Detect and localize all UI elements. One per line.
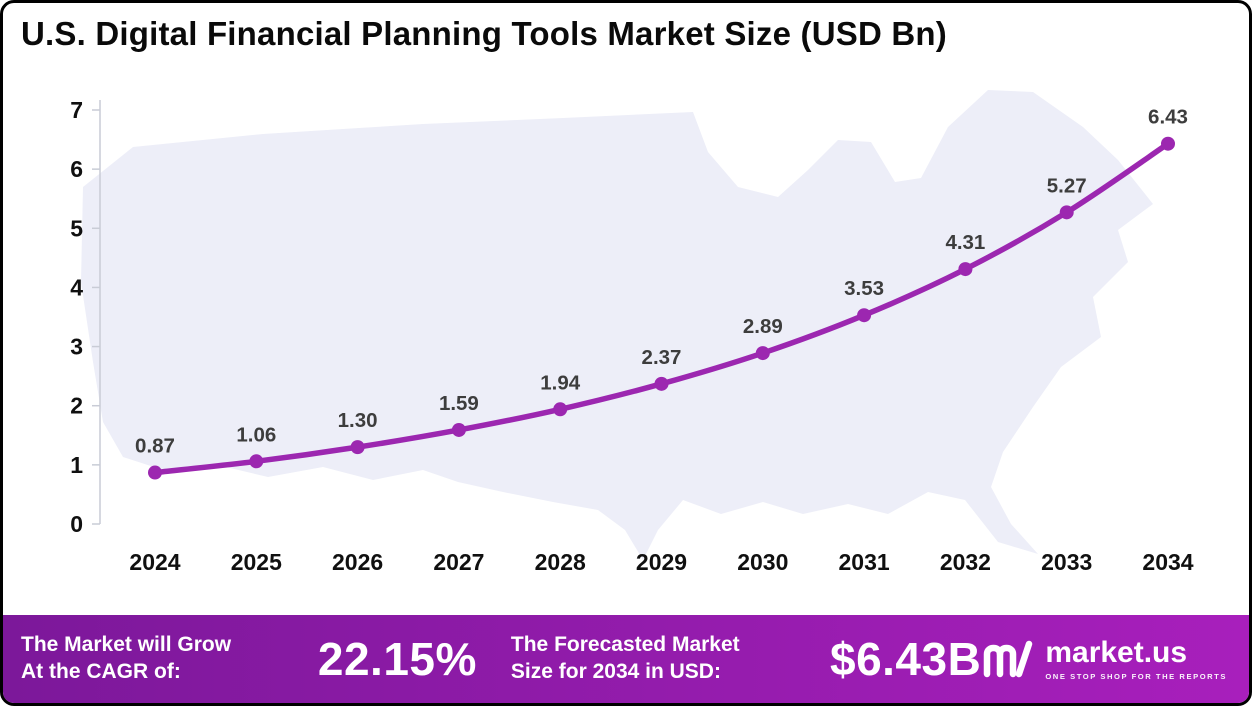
- svg-text:2027: 2027: [433, 549, 484, 575]
- svg-text:0: 0: [70, 511, 83, 537]
- svg-text:2034: 2034: [1142, 549, 1193, 575]
- brand-name: market.us: [1045, 635, 1188, 669]
- svg-text:2025: 2025: [231, 549, 282, 575]
- svg-text:7: 7: [70, 97, 83, 123]
- brand-logo: market.us ONE STOP SHOP FOR THE REPORTS: [981, 635, 1227, 681]
- svg-text:2032: 2032: [940, 549, 991, 575]
- svg-text:6.43: 6.43: [1148, 106, 1188, 129]
- svg-text:1.30: 1.30: [338, 409, 378, 432]
- svg-text:1.59: 1.59: [439, 392, 479, 415]
- market-us-logo-icon: [984, 640, 1033, 678]
- svg-text:2: 2: [70, 393, 83, 419]
- svg-text:5: 5: [70, 216, 83, 242]
- cagr-value: 22.15%: [317, 633, 477, 685]
- chart-plot: 0 1 2 3 4 5 6 7 2024 2025 2026 2027 2028 2029 2030 2031…: [70, 97, 1194, 575]
- svg-text:3.53: 3.53: [844, 278, 884, 301]
- svg-text:1: 1: [70, 452, 83, 478]
- svg-text:2.37: 2.37: [642, 346, 682, 369]
- svg-text:2029: 2029: [636, 549, 687, 575]
- svg-text:1.94: 1.94: [540, 372, 580, 395]
- svg-text:4: 4: [70, 275, 83, 301]
- chart-title: U.S. Digital Financial Planning Tools Ma…: [21, 15, 947, 52]
- cagr-label: The Market will Grow At the CAGR of:: [21, 632, 318, 686]
- svg-text:2024: 2024: [129, 549, 180, 575]
- svg-text:0.87: 0.87: [135, 435, 175, 458]
- us-map-silhouette: [81, 90, 1153, 561]
- svg-text:5.27: 5.27: [1047, 175, 1087, 198]
- footer-banner: The Market will Grow At the CAGR of: 22.…: [3, 615, 1249, 703]
- cagr-label-line1: The Market will Grow: [21, 633, 232, 657]
- svg-text:3: 3: [70, 334, 83, 360]
- forecast-label-line1: The Forecasted Market: [510, 633, 740, 657]
- svg-text:2030: 2030: [737, 549, 788, 575]
- line-chart: 0 1 2 3 4 5 6 7 2024 2025 2026 2027 2028 2029 2030 2031…: [70, 90, 1194, 575]
- svg-text:2033: 2033: [1041, 549, 1092, 575]
- brand-text: market.us ONE STOP SHOP FOR THE REPORTS: [1045, 635, 1227, 681]
- svg-text:4.31: 4.31: [945, 231, 985, 254]
- svg-text:2026: 2026: [332, 549, 383, 575]
- brand-tagline: ONE STOP SHOP FOR THE REPORTS: [1045, 671, 1227, 681]
- forecast-label-line2: Size for 2034 in USD:: [510, 660, 721, 683]
- svg-text:2031: 2031: [839, 549, 890, 575]
- forecast-value: $6.43B: [829, 633, 982, 685]
- svg-text:1.06: 1.06: [236, 424, 276, 447]
- svg-text:6: 6: [70, 156, 83, 182]
- chart-area: 0 1 2 3 4 5 6 7 2024 2025 2026 2027 2028 2029 2030 2031…: [3, 52, 1249, 615]
- svg-text:2.89: 2.89: [743, 315, 783, 338]
- cagr-label-line2: At the CAGR of:: [21, 660, 181, 683]
- svg-text:2028: 2028: [535, 549, 586, 575]
- forecast-label: The Forecasted Market Size for 2034 in U…: [511, 632, 804, 686]
